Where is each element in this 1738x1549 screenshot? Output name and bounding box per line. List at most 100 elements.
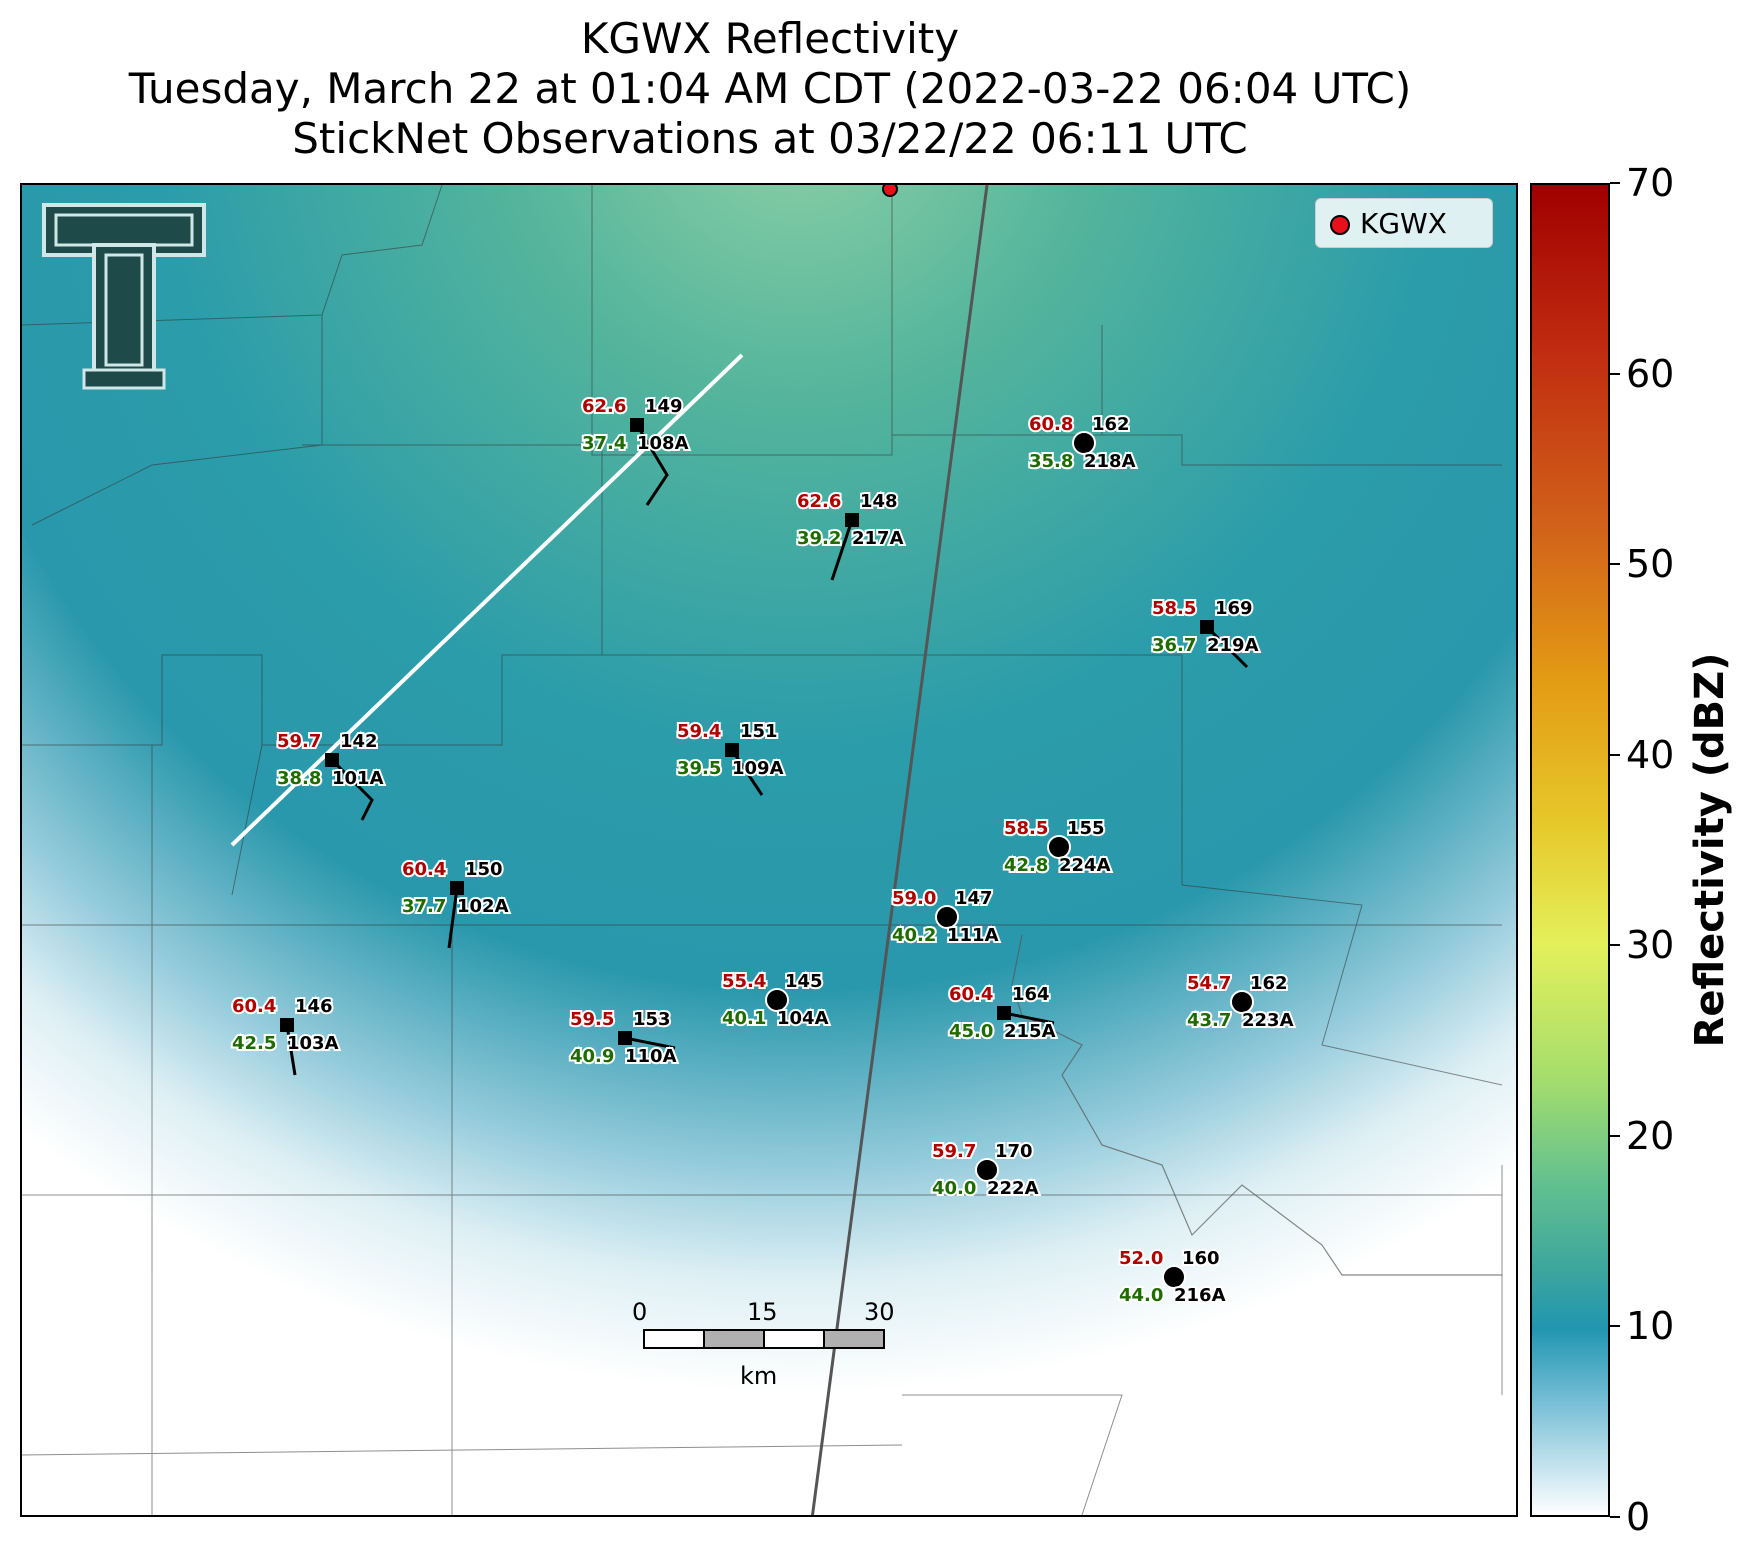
station-plot[interactable]: 59.7 142 38.8 101A — [275, 729, 386, 821]
station-circle-marker — [1047, 835, 1071, 859]
station-square-marker — [325, 753, 339, 767]
temperature-label: 59.7 — [277, 731, 321, 752]
station-plot[interactable]: 62.6 149 37.4 108A — [580, 394, 691, 506]
title-line-3: StickNet Observations at 03/22/22 06:11 … — [292, 114, 1248, 163]
station-plot[interactable]: 52.0 160 44.0 216A — [1117, 1246, 1228, 1308]
pressure-label: 148 — [860, 491, 898, 512]
station-id-label: 218A — [1084, 451, 1136, 472]
colorbar — [1530, 183, 1610, 1517]
scale-label-0: 0 — [632, 1298, 648, 1326]
station-circle-marker — [765, 988, 789, 1012]
temperature-label: 62.6 — [582, 396, 626, 417]
dewpoint-label: 43.7 — [1187, 1010, 1231, 1031]
station-id-label: 110A — [625, 1046, 677, 1067]
temperature-label: 60.8 — [1029, 414, 1073, 435]
station-id-label: 104A — [777, 1008, 829, 1029]
dewpoint-label: 37.4 — [582, 433, 626, 454]
dewpoint-label: 40.0 — [932, 1178, 976, 1199]
dewpoint-label: 40.9 — [570, 1046, 614, 1067]
station-id-label: 223A — [1242, 1010, 1294, 1031]
station-plot[interactable]: 59.5 153 40.9 110A — [568, 1007, 679, 1069]
station-id-label: 111A — [947, 925, 999, 946]
colorbar-tick-mark — [1610, 944, 1620, 947]
station-plot[interactable]: 59.0 147 40.2 111A — [890, 886, 1001, 948]
temperature-label: 62.6 — [797, 491, 841, 512]
dewpoint-label: 45.0 — [949, 1021, 993, 1042]
pressure-label: 164 — [1012, 984, 1050, 1005]
pressure-label: 169 — [1215, 598, 1253, 619]
colorbar-tick-label: 20 — [1626, 1113, 1675, 1158]
dewpoint-label: 40.2 — [892, 925, 936, 946]
station-circle-marker — [1162, 1265, 1186, 1289]
dewpoint-label: 38.8 — [277, 768, 321, 789]
wind-barb — [730, 749, 764, 796]
colorbar-tick-mark — [1610, 182, 1620, 184]
radar-map[interactable]: 62.6 149 37.4 108A 60.8 162 35.8 218A 62.6 148 39.… — [20, 183, 1518, 1517]
station-id-label: 108A — [637, 433, 689, 454]
dewpoint-label: 39.2 — [797, 528, 841, 549]
map-overlay: 62.6 149 37.4 108A 60.8 162 35.8 218A 62.6 148 39.… — [22, 185, 1503, 1515]
pressure-label: 149 — [645, 396, 683, 417]
station-plot[interactable]: 60.8 162 35.8 218A — [1027, 412, 1138, 474]
scale-label-30: 30 — [864, 1298, 895, 1326]
colorbar-tick-label: 70 — [1626, 161, 1675, 205]
station-square-marker — [630, 418, 644, 432]
station-id-label: 222A — [987, 1178, 1039, 1199]
station-id-label: 101A — [332, 768, 384, 789]
wind-barb — [330, 758, 374, 821]
station-plot[interactable]: 62.6 148 39.2 217A — [795, 489, 906, 581]
temperature-label: 54.7 — [1187, 973, 1231, 994]
colorbar-tick-mark — [1610, 753, 1620, 756]
station-plot[interactable]: 54.7 162 43.7 223A — [1185, 971, 1296, 1033]
pressure-label: 170 — [995, 1141, 1033, 1162]
temperature-label: 59.7 — [932, 1141, 976, 1162]
station-square-marker — [845, 513, 859, 527]
station-square-marker — [725, 743, 739, 757]
pressure-label: 160 — [1182, 1248, 1220, 1269]
pressure-label: 146 — [295, 996, 333, 1017]
colorbar-tick-mark — [1610, 1325, 1620, 1328]
dewpoint-label: 42.5 — [232, 1033, 276, 1054]
temperature-label: 52.0 — [1119, 1248, 1163, 1269]
station-plot[interactable]: 59.4 151 39.5 109A — [675, 719, 786, 796]
station-plot[interactable]: 60.4 146 42.5 103A — [230, 994, 341, 1076]
station-plot[interactable]: 58.5 169 36.7 219A — [1150, 596, 1261, 669]
station-plot[interactable]: 60.4 164 45.0 215A — [947, 982, 1058, 1044]
county-boundaries — [22, 185, 1503, 1515]
dewpoint-label: 35.8 — [1029, 451, 1073, 472]
station-plot[interactable]: 55.4 145 40.1 104A — [720, 969, 831, 1031]
station-square-marker — [1200, 620, 1214, 634]
station-layer: 62.6 149 37.4 108A 60.8 162 35.8 218A 62.6 148 39.… — [230, 394, 1296, 1308]
station-circle-marker — [1072, 431, 1096, 455]
pressure-label: 147 — [955, 888, 993, 909]
station-square-marker — [618, 1031, 632, 1045]
temperature-label: 55.4 — [722, 971, 766, 992]
station-circle-marker — [975, 1158, 999, 1182]
pressure-label: 145 — [785, 971, 823, 992]
dewpoint-label: 36.7 — [1152, 635, 1196, 656]
temperature-label: 59.5 — [570, 1009, 614, 1030]
dewpoint-label: 39.5 — [677, 758, 721, 779]
pressure-label: 155 — [1067, 818, 1105, 839]
station-id-label: 224A — [1059, 855, 1111, 876]
state-border — [1011, 934, 1502, 1276]
wind-barb — [830, 519, 854, 581]
wind-barb — [285, 1024, 297, 1076]
pressure-label: 162 — [1092, 414, 1130, 435]
station-plot[interactable]: 59.7 170 40.0 222A — [930, 1139, 1041, 1201]
texas-tech-logo — [42, 203, 206, 390]
station-plot[interactable]: 58.5 155 42.8 224A — [1002, 816, 1113, 878]
temperature-label: 60.4 — [949, 984, 993, 1005]
colorbar-tick-mark — [1610, 563, 1620, 566]
station-id-label: 219A — [1207, 635, 1259, 656]
temperature-label: 59.0 — [892, 888, 936, 909]
station-square-marker — [997, 1006, 1011, 1020]
scale-bar — [643, 1329, 885, 1349]
pressure-label: 162 — [1250, 973, 1288, 994]
legend-label: KGWX — [1360, 207, 1447, 240]
temperature-label: 58.5 — [1004, 818, 1048, 839]
station-plot[interactable]: 60.4 150 37.7 102A — [400, 857, 511, 949]
wind-barb — [635, 424, 669, 506]
scale-unit: km — [740, 1362, 778, 1390]
colorbar-tick-mark — [1610, 1134, 1620, 1137]
